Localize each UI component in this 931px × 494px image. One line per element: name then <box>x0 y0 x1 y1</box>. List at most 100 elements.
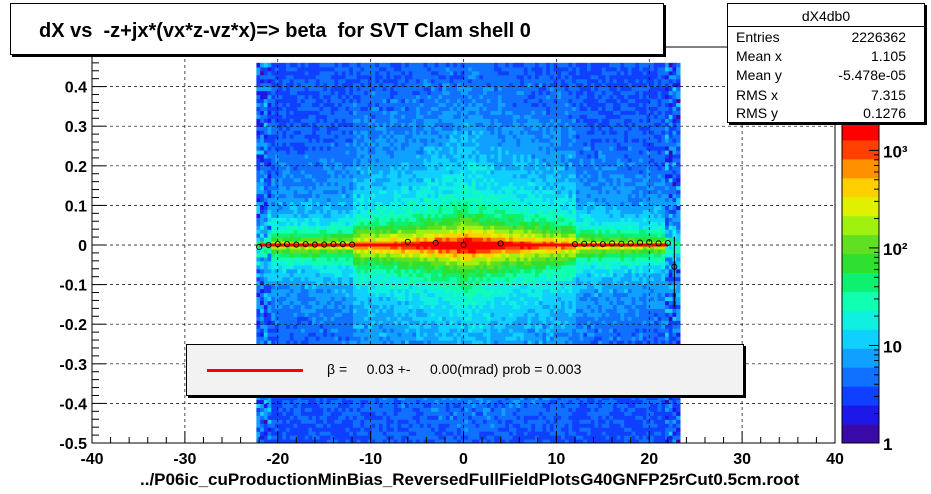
heatmap-cell <box>338 149 343 155</box>
heatmap-cell <box>412 153 417 159</box>
heatmap-cell <box>356 78 362 84</box>
heatmap-cell <box>278 415 283 420</box>
heatmap-cell <box>330 423 336 428</box>
heatmap-cell <box>263 431 269 436</box>
heatmap-cell <box>393 411 399 416</box>
heatmap-cell <box>289 245 295 250</box>
heatmap-cell <box>341 288 347 294</box>
heatmap-cell <box>345 241 350 246</box>
heatmap-cell <box>393 399 399 404</box>
heatmap-cell <box>412 221 417 226</box>
heatmap-cell <box>356 181 362 187</box>
heatmap-cell <box>345 272 350 278</box>
heatmap-cell <box>419 82 425 88</box>
heatmap-cell <box>330 395 336 401</box>
heatmap-cell <box>390 209 395 214</box>
heatmap-cell <box>345 74 350 80</box>
heatmap-cell <box>304 292 309 298</box>
heatmap-cell <box>319 328 324 333</box>
heatmap-cell <box>382 241 388 246</box>
heatmap-cell <box>267 272 272 278</box>
heatmap-cell <box>286 252 291 258</box>
heatmap-cell <box>267 177 272 183</box>
heatmap-cell <box>338 415 343 420</box>
heatmap-cell <box>412 284 417 290</box>
heatmap-cell <box>416 427 421 432</box>
heatmap-cell <box>334 66 339 72</box>
heatmap-cell <box>378 66 384 72</box>
heatmap-cell <box>278 134 283 139</box>
heatmap-cell <box>267 237 272 242</box>
heatmap-cell <box>267 94 272 100</box>
heatmap-cell <box>378 114 384 119</box>
heatmap-cell <box>438 153 443 159</box>
heatmap-cell <box>289 431 295 436</box>
heatmap-cell <box>297 90 302 96</box>
heatmap-cell <box>349 185 354 191</box>
heatmap-cell <box>263 209 269 214</box>
heatmap-cell <box>375 256 380 262</box>
heatmap-cell <box>338 308 343 313</box>
heatmap-cell <box>274 106 280 111</box>
heatmap-cell <box>263 213 269 218</box>
heatmap-cell <box>260 312 265 317</box>
heatmap-cell <box>382 201 388 206</box>
heatmap-cell <box>293 213 298 218</box>
heatmap-cell <box>371 260 376 266</box>
heatmap-cell <box>438 427 443 432</box>
heatmap-cell <box>263 252 269 258</box>
heatmap-cell <box>397 272 402 278</box>
heatmap-cell <box>260 407 265 412</box>
heatmap-cell <box>319 237 324 242</box>
heatmap-cell <box>300 94 306 100</box>
heatmap-cell <box>352 185 358 191</box>
heatmap-cell <box>286 288 291 294</box>
heatmap-cell <box>423 201 428 206</box>
heatmap-cell <box>274 427 280 432</box>
heatmap-cell <box>256 336 261 341</box>
heatmap-cell <box>419 248 425 254</box>
heatmap-cell <box>367 169 373 175</box>
heatmap-cell <box>345 260 350 266</box>
heatmap-cell <box>408 161 414 167</box>
heatmap-cell <box>289 193 295 199</box>
heatmap-cell <box>367 122 373 127</box>
heatmap-cell <box>397 149 402 155</box>
heatmap-cell <box>375 300 380 305</box>
heatmap-cell <box>312 276 317 282</box>
heatmap-cell <box>271 130 276 135</box>
heatmap-cell <box>393 138 399 143</box>
heatmap-cell <box>401 173 406 179</box>
heatmap-cell <box>423 427 428 432</box>
heatmap-cell <box>338 169 343 175</box>
heatmap-cell <box>330 328 336 333</box>
heatmap-cell <box>438 260 443 266</box>
heatmap-cell <box>408 130 414 135</box>
heatmap-cell <box>341 423 347 428</box>
heatmap-cell <box>323 193 328 199</box>
heatmap-cell <box>334 225 339 230</box>
heatmap-cell <box>334 205 339 210</box>
heatmap-cell <box>434 169 440 175</box>
heatmap-cell <box>393 213 399 218</box>
heatmap-cell <box>267 102 272 107</box>
heatmap-cell <box>267 66 272 72</box>
heatmap-cell <box>445 399 451 404</box>
heatmap-cell <box>375 118 380 123</box>
heatmap-cell <box>345 102 350 107</box>
heatmap-cell <box>434 205 440 210</box>
heatmap-cell <box>286 130 291 135</box>
heatmap-cell <box>367 82 373 88</box>
heatmap-cell <box>274 118 280 123</box>
heatmap-cell <box>341 407 347 412</box>
heatmap-cell <box>326 435 332 440</box>
heatmap-cell <box>271 233 276 238</box>
heatmap-cell <box>408 407 414 412</box>
heatmap-cell <box>293 288 298 294</box>
heatmap-cell <box>278 300 283 305</box>
heatmap-cell <box>352 197 358 203</box>
heatmap-cell <box>319 165 324 171</box>
heatmap-cell <box>334 146 339 151</box>
heatmap-cell <box>282 161 287 167</box>
heatmap-cell <box>419 288 425 294</box>
